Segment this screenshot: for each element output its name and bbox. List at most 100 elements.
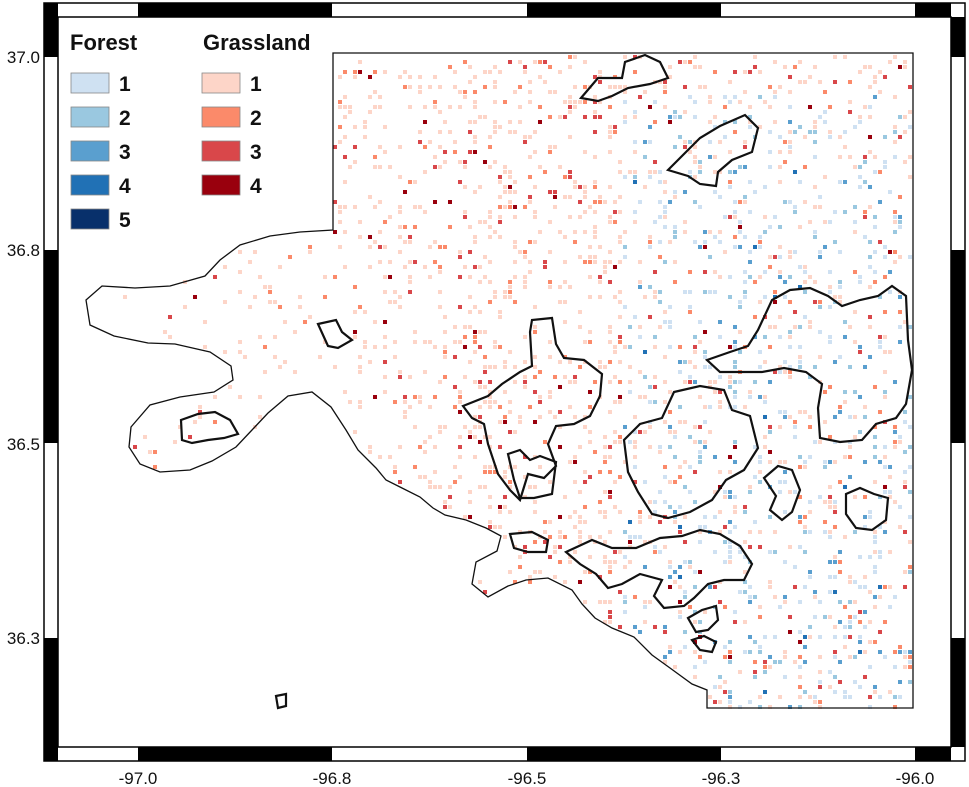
landcover-pixel (508, 400, 512, 404)
landcover-pixel (693, 665, 697, 669)
landcover-pixel (698, 160, 702, 164)
landcover-pixel (728, 695, 732, 699)
landcover-pixel (683, 540, 687, 544)
landcover-pixel (533, 60, 537, 64)
legend-label-grassland-2: 2 (250, 107, 262, 130)
landcover-pixel (528, 155, 532, 159)
landcover-pixel (648, 385, 652, 389)
landcover-pixel (693, 240, 697, 244)
landcover-pixel (458, 340, 462, 344)
landcover-pixel (488, 395, 492, 399)
landcover-pixel (778, 270, 782, 274)
landcover-pixel (648, 515, 652, 519)
landcover-pixel (783, 295, 787, 299)
landcover-pixel (653, 385, 657, 389)
landcover-pixel (638, 510, 642, 514)
landcover-pixel (778, 660, 782, 664)
landcover-pixel (698, 65, 702, 69)
landcover-pixel (863, 575, 867, 579)
landcover-pixel (783, 460, 787, 464)
landcover-pixel (428, 435, 432, 439)
landcover-pixel (818, 80, 822, 84)
landcover-pixel (403, 85, 407, 89)
landcover-pixel (473, 100, 477, 104)
landcover-pixel (408, 275, 412, 279)
landcover-pixel (338, 140, 342, 144)
landcover-pixel (748, 390, 752, 394)
landcover-pixel (553, 145, 557, 149)
landcover-pixel (473, 415, 477, 419)
landcover-pixel (843, 605, 847, 609)
landcover-pixel (373, 240, 377, 244)
landcover-pixel (803, 315, 807, 319)
landcover-pixel (823, 530, 827, 534)
landcover-pixel (608, 530, 612, 534)
landcover-pixel (493, 345, 497, 349)
landcover-pixel (613, 265, 617, 269)
landcover-pixel (513, 215, 517, 219)
landcover-pixel (403, 70, 407, 74)
landcover-pixel (583, 60, 587, 64)
landcover-pixel (828, 340, 832, 344)
landcover-pixel (503, 495, 507, 499)
landcover-pixel (898, 255, 902, 259)
landcover-pixel (223, 300, 227, 304)
landcover-pixel (453, 405, 457, 409)
landcover-pixel (548, 395, 552, 399)
landcover-pixel (673, 235, 677, 239)
landcover-pixel (403, 240, 407, 244)
landcover-pixel (338, 75, 342, 79)
landcover-pixel (253, 295, 257, 299)
landcover-pixel (848, 580, 852, 584)
landcover-pixel (338, 205, 342, 209)
landcover-pixel (683, 590, 687, 594)
landcover-pixel (428, 85, 432, 89)
landcover-pixel (893, 130, 897, 134)
landcover-pixel (883, 255, 887, 259)
landcover-pixel (838, 155, 842, 159)
landcover-pixel (733, 170, 737, 174)
landcover-pixel (623, 100, 627, 104)
landcover-pixel (533, 325, 537, 329)
landcover-pixel (293, 330, 297, 334)
landcover-pixel (488, 495, 492, 499)
landcover-pixel (873, 170, 877, 174)
landcover-pixel (528, 270, 532, 274)
legend-grassland-items: 1 2 3 4 (201, 72, 262, 198)
landcover-pixel (413, 225, 417, 229)
landcover-pixel (248, 305, 252, 309)
landcover-pixel (573, 415, 577, 419)
landcover-pixel (383, 335, 387, 339)
landcover-pixel (803, 690, 807, 694)
landcover-pixel (523, 285, 527, 289)
landcover-pixel (713, 700, 717, 704)
landcover-pixel (573, 380, 577, 384)
landcover-pixel (908, 680, 912, 684)
landcover-pixel (573, 240, 577, 244)
landcover-pixel (388, 275, 392, 279)
landcover-pixel (488, 260, 492, 264)
landcover-pixel (853, 415, 857, 419)
landcover-pixel (743, 555, 747, 559)
landcover-pixel (383, 220, 387, 224)
landcover-pixel (663, 225, 667, 229)
landcover-pixel (678, 345, 682, 349)
landcover-pixel (468, 325, 472, 329)
landcover-pixel (563, 375, 567, 379)
landcover-pixel (868, 315, 872, 319)
landcover-pixel (813, 205, 817, 209)
landcover-pixel (738, 300, 742, 304)
landcover-pixel (503, 205, 507, 209)
landcover-pixel (808, 695, 812, 699)
landcover-pixel (373, 165, 377, 169)
landcover-pixel (718, 400, 722, 404)
landcover-pixel (673, 665, 677, 669)
landcover-pixel (718, 140, 722, 144)
landcover-pixel (598, 365, 602, 369)
landcover-pixel (663, 655, 667, 659)
landcover-pixel (508, 185, 512, 189)
landcover-pixel (593, 100, 597, 104)
landcover-pixel (788, 330, 792, 334)
landcover-pixel (783, 200, 787, 204)
landcover-pixel (878, 345, 882, 349)
